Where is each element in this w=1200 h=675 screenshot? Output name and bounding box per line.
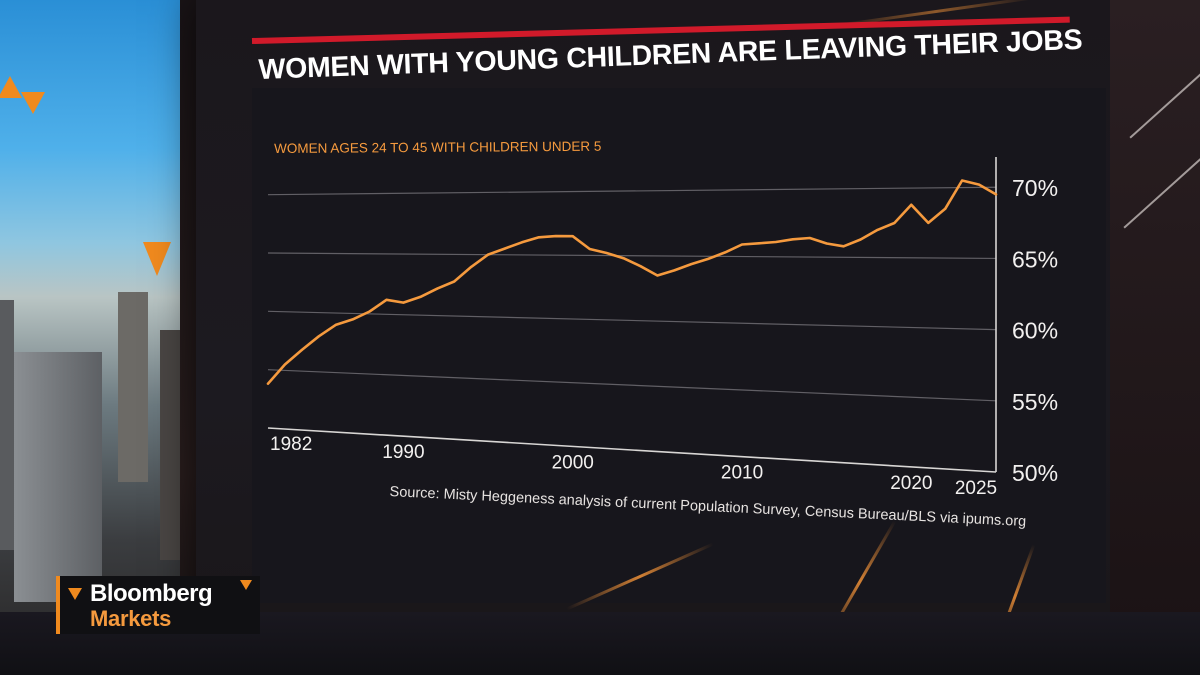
data-point bbox=[470, 265, 473, 268]
data-point bbox=[724, 251, 727, 254]
data-point bbox=[961, 179, 964, 182]
data-point bbox=[893, 221, 896, 225]
data-point bbox=[656, 274, 659, 277]
gridline bbox=[267, 186, 997, 196]
building bbox=[0, 300, 14, 550]
data-point bbox=[453, 280, 456, 283]
grid-layer bbox=[267, 186, 997, 402]
series-line bbox=[266, 179, 998, 385]
data-point bbox=[791, 238, 794, 241]
label-layer: 70% 65% 60% 55% 50% 1982 1990 2000 2010 2020 2025 bbox=[270, 175, 1058, 499]
y-tick-label: 65% bbox=[1012, 246, 1058, 272]
data-point bbox=[927, 221, 930, 225]
gridline bbox=[267, 252, 997, 260]
data-point bbox=[402, 301, 405, 304]
data-point bbox=[825, 242, 828, 245]
bloomberg-markets-logo: Bloomberg Markets bbox=[56, 576, 260, 634]
data-point bbox=[334, 323, 337, 327]
data-point bbox=[859, 238, 862, 241]
logo-line-1: Bloomberg bbox=[90, 580, 213, 607]
triangle-decoration-icon bbox=[0, 76, 22, 98]
y-tick-label: 70% bbox=[1012, 175, 1058, 201]
x-tick-label: 2010 bbox=[721, 463, 763, 484]
data-point bbox=[910, 203, 913, 206]
logo-line-2: Markets bbox=[90, 606, 172, 631]
triangle-mark-icon bbox=[240, 580, 252, 590]
data-point bbox=[537, 236, 540, 239]
gridline bbox=[267, 310, 997, 331]
data-point bbox=[707, 257, 710, 261]
x-tick-label: 2025 bbox=[955, 478, 997, 499]
y-tick-label: 55% bbox=[1012, 389, 1058, 415]
data-point bbox=[368, 310, 371, 313]
data-point bbox=[757, 242, 761, 245]
data-point bbox=[994, 193, 998, 196]
data-point bbox=[503, 247, 507, 250]
y-tick-label: 60% bbox=[1012, 318, 1058, 344]
data-point bbox=[317, 335, 320, 338]
data-point bbox=[486, 253, 490, 256]
building bbox=[118, 292, 148, 482]
data-point bbox=[673, 269, 676, 272]
triangle-decoration-icon bbox=[143, 242, 171, 276]
data-point bbox=[977, 183, 981, 186]
data-point bbox=[283, 363, 287, 366]
data-point bbox=[944, 207, 947, 210]
data-point bbox=[605, 251, 608, 255]
chart-panel bbox=[252, 88, 1106, 603]
x-axis-line bbox=[267, 427, 997, 473]
triangle-decoration-icon bbox=[21, 92, 45, 114]
building bbox=[14, 352, 102, 602]
data-point bbox=[520, 241, 524, 244]
x-tick-label: 1990 bbox=[382, 442, 424, 463]
data-point bbox=[266, 382, 270, 385]
data-point bbox=[876, 228, 879, 232]
data-point bbox=[554, 235, 557, 238]
data-point bbox=[740, 243, 744, 246]
x-tick-label: 2000 bbox=[552, 452, 594, 473]
series-layer bbox=[266, 179, 998, 385]
data-point bbox=[300, 348, 303, 351]
data-point bbox=[588, 247, 591, 251]
data-point bbox=[690, 262, 693, 266]
data-point bbox=[808, 236, 811, 240]
gridline bbox=[267, 369, 997, 402]
studio-pillar bbox=[1110, 0, 1200, 675]
data-point bbox=[622, 257, 625, 260]
data-point bbox=[571, 235, 574, 238]
data-point bbox=[639, 265, 642, 268]
data-point bbox=[385, 298, 388, 301]
data-point bbox=[436, 287, 439, 290]
x-tick-label: 1982 bbox=[270, 434, 312, 455]
data-point bbox=[419, 295, 422, 298]
data-point bbox=[774, 240, 778, 244]
triangle-mark-icon bbox=[68, 588, 82, 600]
axis-layer bbox=[267, 157, 997, 473]
x-tick-label: 2020 bbox=[890, 473, 932, 494]
y-tick-label: 50% bbox=[1012, 460, 1058, 486]
data-point bbox=[351, 318, 354, 321]
data-point bbox=[842, 245, 845, 248]
